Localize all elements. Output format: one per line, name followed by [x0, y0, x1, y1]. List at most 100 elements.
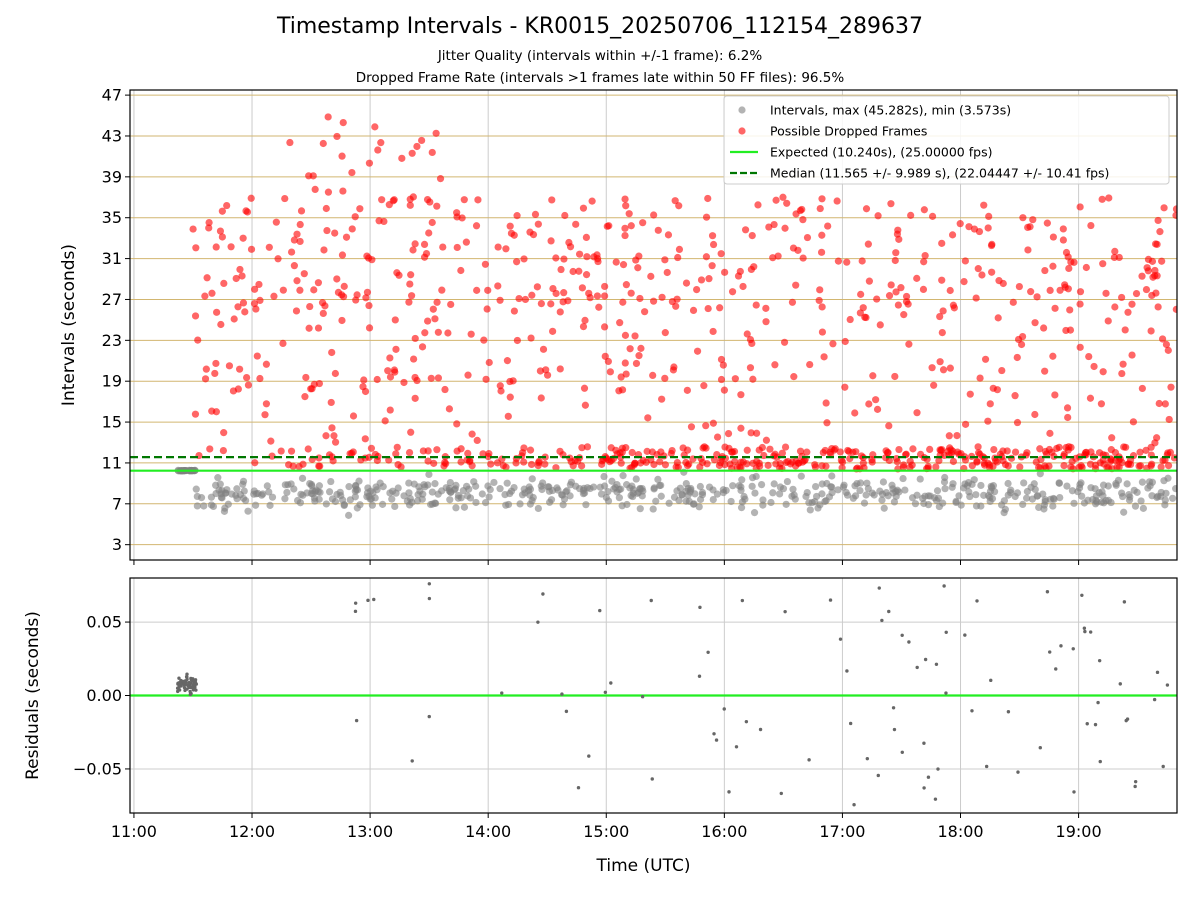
dropped-frame-point	[601, 282, 609, 291]
dropped-frame-point	[518, 452, 526, 460]
dropped-frame-point	[657, 448, 665, 456]
dropped-frame-point	[668, 447, 676, 455]
residual-point	[191, 688, 196, 692]
residual-point	[541, 592, 545, 596]
interval-point	[748, 474, 757, 482]
dropped-frame-point	[843, 258, 851, 266]
interval-point	[560, 495, 569, 503]
dropped-frame-point	[891, 372, 899, 381]
interval-point	[250, 490, 258, 498]
dropped-frame-point	[1142, 285, 1151, 294]
dropped-frame-point	[902, 292, 911, 301]
dropped-frame-point	[216, 227, 225, 235]
dropped-frame-point	[406, 201, 414, 209]
dropped-frame-point	[1086, 460, 1095, 468]
dropped-frame-point	[1031, 319, 1039, 327]
chart-subtitle-jitter: Jitter Quality (intervals within +/-1 fr…	[437, 48, 763, 64]
residual-point	[907, 640, 911, 644]
dropped-frame-point	[191, 312, 200, 320]
dropped-frame-point	[753, 429, 761, 437]
dropped-frame-point	[841, 337, 849, 346]
x-tick-label: 15:00	[583, 822, 629, 841]
interval-point	[1169, 494, 1177, 502]
dropped-frame-point	[413, 142, 421, 151]
dropped-frame-point	[938, 276, 946, 284]
interval-point	[579, 486, 588, 494]
dropped-frame-point	[484, 286, 492, 294]
dropped-frame-point	[675, 202, 683, 210]
dropped-frame-point	[697, 276, 706, 284]
dropped-frame-point	[526, 228, 534, 236]
dropped-frame-point	[328, 348, 336, 357]
dropped-frame-point	[873, 405, 882, 413]
interval-point	[470, 478, 478, 486]
dropped-frame-point	[311, 185, 319, 194]
dropped-frame-point	[247, 245, 256, 253]
dropped-frame-point	[526, 446, 535, 454]
dropped-frame-point	[946, 286, 954, 295]
dropped-frame-point	[287, 447, 296, 455]
dropped-frame-point	[987, 241, 996, 250]
dropped-frame-point	[322, 204, 330, 213]
dropped-frame-point	[1007, 454, 1016, 462]
interval-point	[1146, 482, 1154, 490]
dropped-frame-point	[537, 299, 545, 308]
y-tick-label: 7	[112, 494, 122, 513]
residual-point	[1165, 683, 1170, 687]
dropped-frame-point	[862, 313, 870, 322]
residual-point	[934, 662, 939, 666]
dropped-frame-point	[892, 249, 900, 257]
interval-point	[544, 483, 552, 491]
dropped-frame-point	[351, 213, 359, 221]
dropped-frame-point	[885, 456, 893, 465]
dropped-frame-point	[872, 396, 880, 404]
dropped-frame-point	[746, 335, 755, 344]
dropped-frame-point	[1043, 219, 1051, 227]
interval-point	[972, 502, 981, 510]
residual-point	[410, 759, 414, 763]
dropped-frame-point	[1160, 204, 1168, 212]
interval-point	[1049, 502, 1057, 510]
dropped-frame-point	[331, 438, 340, 446]
dropped-frame-point	[1066, 306, 1074, 314]
interval-point	[507, 487, 516, 495]
dropped-frame-point	[433, 298, 441, 306]
interval-point	[1039, 490, 1047, 498]
dropped-frame-point	[1147, 327, 1155, 335]
dropped-frame-point	[356, 205, 364, 213]
interval-point	[311, 487, 319, 496]
dropped-frame-point	[373, 375, 381, 384]
dropped-frame-point	[406, 195, 414, 203]
dropped-frame-point	[580, 384, 589, 392]
residual-point	[963, 633, 967, 637]
dropped-frame-point	[537, 394, 545, 402]
interval-point	[438, 487, 446, 495]
x-tick-label: 11:00	[111, 822, 157, 841]
dropped-frame-point	[520, 255, 528, 263]
dropped-frame-point	[487, 460, 495, 468]
dropped-frame-point	[586, 294, 594, 302]
dropped-frame-point	[261, 411, 269, 419]
dropped-frame-point	[339, 187, 347, 195]
dropped-frame-point	[739, 282, 747, 291]
interval-point	[615, 494, 623, 502]
residual-point	[598, 608, 602, 613]
interval-point	[368, 501, 376, 509]
dropped-frame-point	[895, 445, 903, 454]
dropped-frame-point	[564, 297, 572, 305]
residual-point	[372, 597, 376, 602]
dropped-frame-point	[876, 321, 884, 329]
dropped-frame-point	[433, 202, 441, 210]
dropped-frame-point	[361, 435, 369, 443]
dropped-frame-point	[242, 207, 250, 215]
dropped-frame-point	[621, 331, 630, 339]
interval-point	[870, 491, 878, 499]
dropped-frame-point	[250, 299, 259, 308]
interval-point	[298, 474, 307, 482]
interval-point	[757, 480, 766, 489]
dropped-frame-point	[473, 436, 481, 445]
residual-point	[758, 727, 763, 732]
residual-point	[944, 691, 948, 695]
dropped-frame-point	[980, 201, 988, 209]
dropped-frame-point	[894, 226, 902, 234]
